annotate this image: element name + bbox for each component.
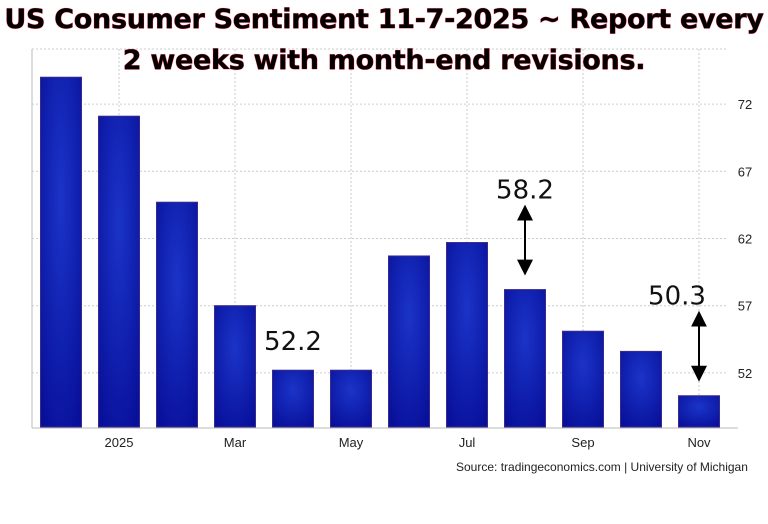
bar-jun [388,255,430,428]
bar-aug [504,289,546,428]
chart-title-line1: US Consumer Sentiment 11-7-2025 ~ Report… [4,4,764,36]
chart-title-line2: 2 weeks with month-end revisions. [122,45,646,77]
y-tick-label: 67 [738,164,752,179]
x-tick-label: 2025 [105,435,134,450]
y-tick-label: 57 [738,299,752,314]
x-tick-label: May [339,435,364,450]
gridlines [31,48,738,429]
y-axis-ticks: 52 57 62 67 72 [738,97,752,381]
bar-oct [620,350,662,428]
x-tick-label: Mar [224,435,247,450]
value-annotation: 52.2 [264,327,322,357]
bar-may [330,369,372,428]
value-annotation: 50.3 [648,282,706,312]
value-annotation: 58.2 [496,176,554,206]
x-tick-label: Nov [687,435,711,450]
x-tick-label: Jul [459,435,476,450]
y-tick-label: 52 [738,366,752,381]
bar-dec-2024 [40,76,82,428]
x-axis-ticks: 2025 Mar May Jul Sep Nov [105,435,712,450]
y-tick-label: 72 [738,97,752,112]
bar-mar [214,305,256,428]
y-tick-label: 62 [738,232,752,247]
source-note: Source: tradingeconomics.com | Universit… [456,460,748,474]
bars [40,76,720,428]
bar-apr [272,369,314,428]
bar-nov [678,395,720,428]
bar-jul [446,242,488,428]
x-tick-label: Sep [571,435,594,450]
bar-sep [562,330,604,428]
annotations: 52.2 58.2 50.3 [264,176,707,382]
bar-feb [156,201,198,428]
bar-jan-2025 [98,115,140,428]
